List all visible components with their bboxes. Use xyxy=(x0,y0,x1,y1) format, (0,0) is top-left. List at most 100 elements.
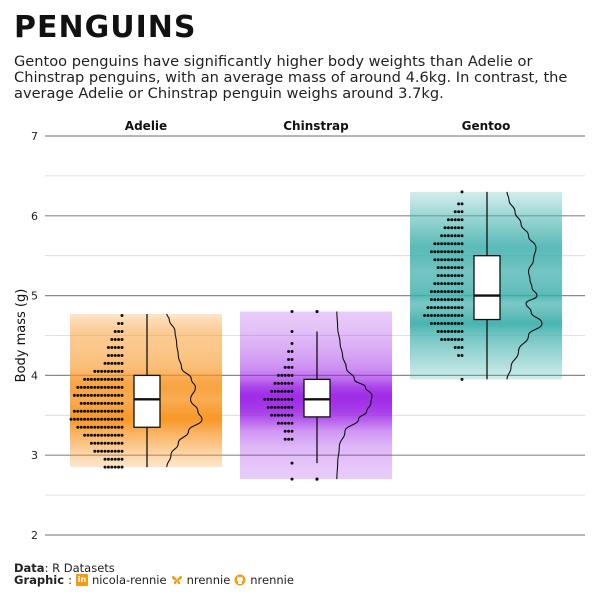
caption-github-handle[interactable]: nrennie xyxy=(250,573,294,587)
dot-point xyxy=(113,417,117,421)
dot-point xyxy=(117,322,121,326)
dot-point xyxy=(460,337,464,341)
dot-point xyxy=(79,409,83,413)
caption-linkedin-handle[interactable]: nicola-rennie xyxy=(91,573,167,587)
dot-point xyxy=(86,425,90,429)
dot-point xyxy=(287,349,291,353)
dot-point xyxy=(446,322,450,326)
dot-point xyxy=(436,330,440,334)
dot-point xyxy=(460,234,464,238)
dot-point xyxy=(276,397,280,401)
dot-point xyxy=(287,421,291,425)
dot-point xyxy=(113,385,117,389)
dot-point xyxy=(79,385,83,389)
dot-point xyxy=(96,425,100,429)
dot-point xyxy=(103,449,107,453)
dot-point xyxy=(446,306,450,310)
dot-point xyxy=(433,298,437,302)
dot-point xyxy=(457,242,461,246)
dot-point xyxy=(426,306,430,310)
dot-point xyxy=(429,314,433,318)
y-axis-label: Body mass (g) xyxy=(14,289,29,383)
dot-point xyxy=(287,373,291,377)
dot-point xyxy=(443,337,447,341)
dot-point xyxy=(423,314,427,318)
dot-point xyxy=(433,282,437,286)
dot-point xyxy=(103,417,107,421)
dot-point xyxy=(453,345,457,349)
dot-point xyxy=(436,298,440,302)
dot-point xyxy=(443,242,447,246)
dot-point xyxy=(436,274,440,278)
dot-point xyxy=(106,385,110,389)
dot-point xyxy=(280,381,284,385)
dot-point xyxy=(86,433,90,437)
dot-point xyxy=(113,337,117,341)
y-tick-label: 5 xyxy=(31,290,38,303)
dot-point xyxy=(120,441,124,445)
dot-point xyxy=(110,457,114,461)
dot-point xyxy=(460,274,464,278)
dot-point xyxy=(436,258,440,262)
dot-point xyxy=(440,266,444,270)
dot-point xyxy=(457,330,461,334)
dot-point xyxy=(100,417,104,421)
dot-point xyxy=(120,457,124,461)
caption-bluesky-handle[interactable]: nrennie xyxy=(186,573,231,587)
dot-point xyxy=(93,409,97,413)
dot-point xyxy=(283,397,287,401)
dot-point xyxy=(120,353,124,357)
dot-point xyxy=(113,393,117,397)
dot-point xyxy=(440,234,444,238)
dot-point xyxy=(429,250,433,254)
dot-point xyxy=(429,306,433,310)
dot-point xyxy=(436,290,440,294)
dot-point xyxy=(450,290,454,294)
dot-point xyxy=(103,457,107,461)
dot-point xyxy=(106,361,110,365)
dot-point xyxy=(440,258,444,262)
dot-point xyxy=(450,314,454,318)
facet-label-chinstrap: Chinstrap xyxy=(283,119,349,133)
dot-point xyxy=(440,250,444,254)
dot-point xyxy=(117,449,121,453)
dot-point xyxy=(103,425,107,429)
dot-point xyxy=(450,242,454,246)
dot-point xyxy=(86,385,90,389)
dot-point xyxy=(89,409,93,413)
dot-point xyxy=(283,429,287,433)
dot-point xyxy=(290,389,294,393)
dot-point xyxy=(120,433,124,437)
dot-point xyxy=(120,322,124,326)
dot-point xyxy=(287,357,291,361)
dot-point xyxy=(429,298,433,302)
dot-point xyxy=(117,401,121,405)
caption-graphic: Graphic: in nicola-rennie nrennie nrenni… xyxy=(14,573,294,587)
chart-title: PENGUINS xyxy=(14,10,197,45)
dot-point xyxy=(120,330,124,334)
density-line-adelie xyxy=(166,313,203,468)
dot-point xyxy=(290,477,294,481)
dot-point xyxy=(453,226,457,230)
dot-point xyxy=(72,417,76,421)
dot-point xyxy=(287,413,291,417)
dot-point xyxy=(457,210,461,214)
dot-point xyxy=(120,393,124,397)
dot-point xyxy=(106,345,110,349)
dot-point xyxy=(110,425,114,429)
dot-point xyxy=(117,409,121,413)
dot-point xyxy=(100,409,104,413)
dot-point xyxy=(113,457,117,461)
dot-point xyxy=(117,337,121,341)
box-outlier xyxy=(315,477,319,481)
dot-point xyxy=(93,433,97,437)
dot-point xyxy=(290,357,294,361)
dot-point xyxy=(106,401,110,405)
dot-point xyxy=(110,337,114,341)
dot-point xyxy=(440,322,444,326)
caption-graphic-label: Graphic xyxy=(14,573,65,587)
dot-point xyxy=(120,417,124,421)
dot-point xyxy=(263,397,267,401)
dot-point xyxy=(96,441,100,445)
dot-point xyxy=(446,250,450,254)
